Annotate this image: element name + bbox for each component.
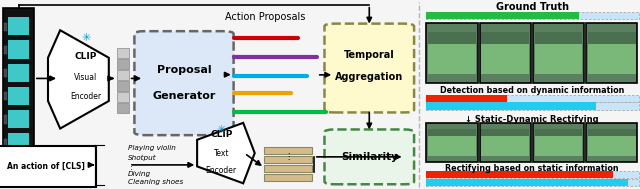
Bar [3, 8, 34, 181]
Bar [117, 48, 129, 58]
Bar [8, 87, 29, 105]
Text: Diving: Diving [128, 171, 151, 177]
Text: ↓ Static-Dynamic Rectifying: ↓ Static-Dynamic Rectifying [465, 115, 599, 124]
Text: Aggregation: Aggregation [335, 73, 403, 82]
Text: ✳: ✳ [216, 125, 226, 135]
Bar [535, 32, 582, 74]
Bar [586, 23, 637, 83]
Text: Encoder: Encoder [205, 166, 237, 175]
Text: Cleaning shoes: Cleaning shoes [128, 179, 183, 185]
Bar [426, 12, 579, 19]
Bar [117, 92, 129, 102]
Text: ⋮: ⋮ [128, 163, 135, 169]
Polygon shape [48, 30, 109, 129]
FancyBboxPatch shape [0, 146, 96, 187]
Bar [588, 129, 636, 136]
Bar [4, 69, 7, 77]
Text: Detection based on dynamic information: Detection based on dynamic information [440, 86, 625, 95]
Text: An action of [CLS]: An action of [CLS] [8, 162, 85, 171]
Bar [8, 156, 29, 175]
Bar [4, 162, 7, 170]
Bar [588, 32, 636, 44]
Bar [428, 129, 476, 136]
Bar [479, 23, 531, 83]
Text: Rectifying based on static information: Rectifying based on static information [445, 164, 619, 173]
Bar [426, 94, 639, 102]
Bar [117, 70, 129, 80]
FancyBboxPatch shape [324, 24, 414, 112]
Text: Visual: Visual [74, 73, 97, 82]
Bar [8, 40, 29, 59]
Text: CLIP: CLIP [210, 130, 232, 139]
Bar [426, 171, 613, 178]
Bar [481, 129, 529, 156]
Bar [8, 64, 29, 82]
Bar [426, 23, 477, 83]
Bar [532, 23, 584, 83]
Bar [4, 115, 7, 124]
Bar [426, 102, 596, 110]
Bar [264, 174, 312, 181]
Bar [4, 46, 7, 54]
Bar [481, 32, 529, 44]
Bar [426, 171, 639, 178]
Text: CLIP: CLIP [74, 52, 97, 61]
Bar [264, 156, 312, 163]
Bar [8, 17, 29, 35]
Bar [586, 123, 637, 162]
Text: Proposal: Proposal [157, 65, 211, 75]
Bar [481, 32, 529, 74]
Text: Playing violin: Playing violin [128, 145, 176, 151]
Text: Temporal: Temporal [344, 50, 395, 60]
Bar [535, 129, 582, 156]
Bar [479, 123, 531, 162]
Bar [426, 102, 639, 110]
Bar [426, 179, 628, 186]
Bar [264, 147, 312, 154]
Bar [532, 123, 584, 162]
Bar [4, 22, 7, 31]
Bar [428, 32, 476, 74]
Text: Shotput: Shotput [128, 155, 157, 161]
Bar [588, 129, 636, 156]
Text: Encoder: Encoder [70, 92, 101, 101]
Bar [426, 94, 507, 102]
Text: ⋮: ⋮ [284, 152, 292, 161]
Bar [4, 139, 7, 147]
Text: Generator: Generator [152, 91, 216, 101]
Bar [117, 59, 129, 69]
Bar [117, 103, 129, 113]
Bar [535, 32, 582, 44]
Bar [426, 179, 639, 186]
Bar [264, 165, 312, 172]
Polygon shape [197, 123, 255, 183]
FancyBboxPatch shape [324, 129, 414, 184]
Bar [426, 12, 639, 19]
Bar [4, 92, 7, 100]
Bar [428, 129, 476, 156]
FancyBboxPatch shape [134, 31, 234, 135]
Bar [428, 32, 476, 44]
Bar [481, 129, 529, 136]
Bar [8, 110, 29, 128]
Bar [117, 81, 129, 91]
Text: Ground Truth: Ground Truth [495, 2, 569, 12]
Text: ✳: ✳ [81, 33, 90, 43]
Text: Action Proposals: Action Proposals [225, 12, 306, 22]
Text: Text: Text [214, 149, 229, 158]
Bar [535, 129, 582, 136]
Text: Similarity: Similarity [341, 152, 397, 162]
Bar [426, 123, 477, 162]
Bar [588, 32, 636, 74]
Bar [8, 133, 29, 151]
